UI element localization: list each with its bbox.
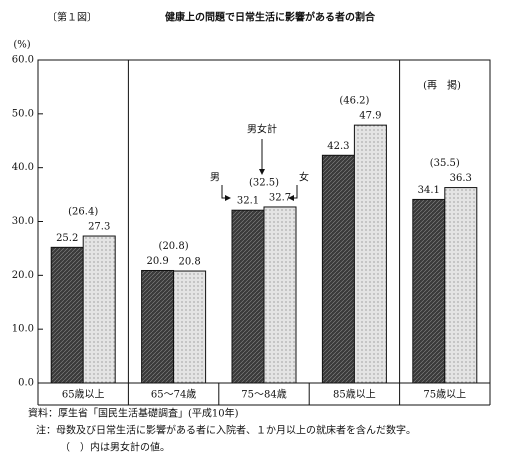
total-label: (32.5) bbox=[249, 177, 279, 188]
value-label: 36.3 bbox=[450, 173, 472, 184]
bar bbox=[444, 187, 478, 384]
x-tick-label: 75～84歳 bbox=[241, 389, 286, 401]
bar bbox=[141, 269, 175, 384]
value-label: 27.3 bbox=[88, 222, 110, 233]
bar bbox=[231, 209, 265, 384]
chart-title: 健康上の問題で日常生活に影響がある者の割合 bbox=[165, 11, 376, 24]
value-label: 20.8 bbox=[178, 257, 200, 268]
value-label: 32.1 bbox=[237, 196, 259, 207]
bar bbox=[50, 246, 84, 384]
y-axis-label: (%) bbox=[13, 40, 30, 51]
bar bbox=[263, 206, 297, 384]
note: （ ）内は男女計の値。 bbox=[60, 441, 170, 454]
y-tick-label: 40.0 bbox=[12, 162, 34, 173]
value-label: 20.9 bbox=[146, 256, 168, 267]
y-tick-label: 50.0 bbox=[12, 108, 34, 119]
figure-label: 〔第１図〕 bbox=[47, 11, 97, 24]
total-label: (26.4) bbox=[68, 207, 98, 218]
value-label: 34.1 bbox=[418, 185, 440, 196]
bar bbox=[353, 124, 387, 384]
value-label: 42.3 bbox=[327, 141, 349, 152]
x-tick-label: 65歳以上 bbox=[62, 389, 105, 401]
bar bbox=[82, 235, 116, 384]
total-label: (46.2) bbox=[339, 96, 369, 107]
bar bbox=[412, 198, 446, 384]
bar bbox=[173, 270, 207, 384]
arrow bbox=[221, 185, 231, 201]
male-annotation: 男 bbox=[210, 172, 220, 184]
value-label: 47.9 bbox=[359, 111, 381, 122]
note: 注：母数及び日常生活に影響がある者に入院者、１か月以上の就床者を含んだ数字。 bbox=[36, 424, 416, 437]
y-tick-label: 60.0 bbox=[12, 55, 34, 66]
y-tick-label: 20.0 bbox=[12, 270, 34, 281]
y-tick-label: 0.0 bbox=[18, 378, 34, 389]
x-tick-label: 85歳以上 bbox=[333, 389, 376, 401]
total-label: (35.5) bbox=[430, 158, 460, 169]
bar bbox=[321, 154, 355, 384]
x-tick-label: 75歳以上 bbox=[423, 389, 466, 401]
reprint-label: (再 掲) bbox=[423, 80, 461, 92]
value-label: 32.7 bbox=[269, 192, 291, 203]
total-label: (20.8) bbox=[159, 241, 189, 252]
value-label: 25.2 bbox=[56, 233, 78, 244]
y-tick-label: 10.0 bbox=[12, 324, 34, 335]
note: 資料：厚生省「国民生活基礎調査」(平成10年) bbox=[28, 407, 239, 420]
female-annotation: 女 bbox=[299, 171, 309, 184]
arrow bbox=[288, 185, 298, 201]
x-tick-label: 65～74歳 bbox=[151, 389, 196, 401]
total-annotation: 男女計 bbox=[247, 123, 277, 136]
y-tick-label: 30.0 bbox=[12, 216, 34, 227]
